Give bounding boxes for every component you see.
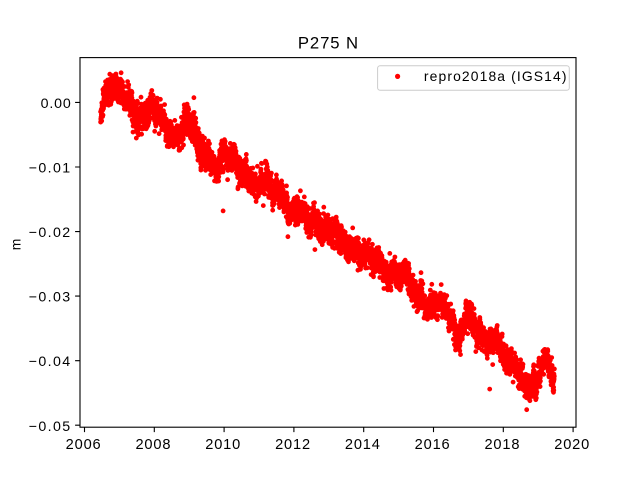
svg-text:2012: 2012 <box>275 437 311 453</box>
svg-text:2020: 2020 <box>554 437 590 453</box>
svg-text:2014: 2014 <box>345 437 381 453</box>
svg-text:m: m <box>7 239 23 251</box>
svg-text:−0.02: −0.02 <box>29 225 72 241</box>
svg-text:0.00: 0.00 <box>41 96 72 112</box>
svg-text:2018: 2018 <box>484 437 520 453</box>
svg-text:−0.04: −0.04 <box>29 354 72 370</box>
svg-text:2006: 2006 <box>66 437 102 453</box>
svg-text:2008: 2008 <box>135 437 171 453</box>
svg-text:P275 N: P275 N <box>298 34 359 53</box>
svg-text:−0.03: −0.03 <box>29 290 72 306</box>
svg-text:2016: 2016 <box>415 437 451 453</box>
svg-text:−0.01: −0.01 <box>29 161 72 177</box>
svg-text:−0.05: −0.05 <box>29 419 72 435</box>
svg-text:repro2018a (IGS14): repro2018a (IGS14) <box>424 68 568 84</box>
svg-text:2010: 2010 <box>205 437 241 453</box>
